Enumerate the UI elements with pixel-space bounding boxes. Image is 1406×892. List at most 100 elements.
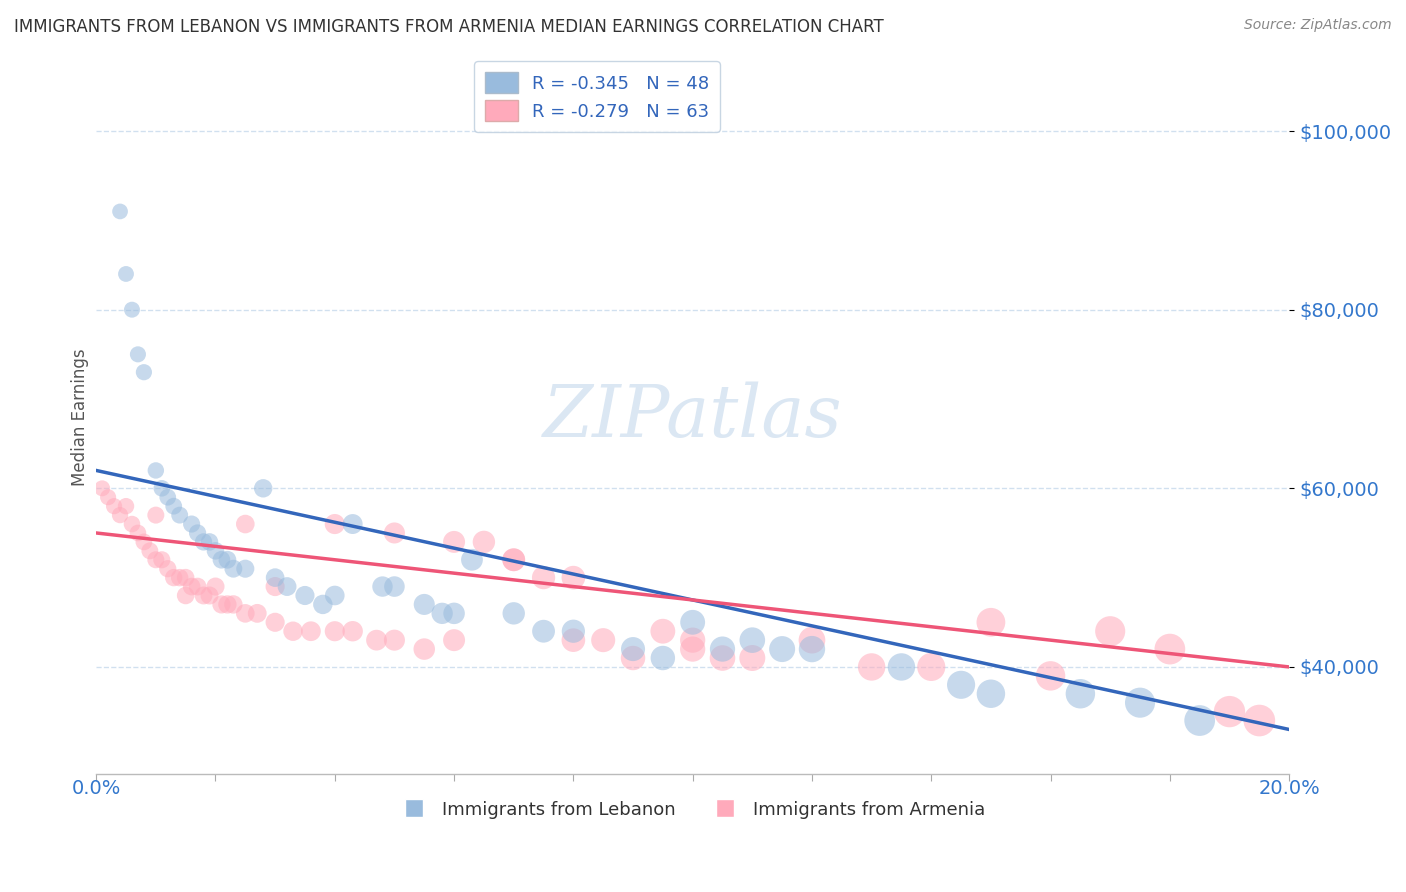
Y-axis label: Median Earnings: Median Earnings <box>72 348 89 485</box>
Point <box>174 571 197 585</box>
Point <box>233 562 256 576</box>
Point <box>413 598 436 612</box>
Point <box>233 516 256 531</box>
Point <box>233 607 256 621</box>
Point <box>1099 624 1122 639</box>
Point <box>193 535 215 549</box>
Point <box>163 571 186 585</box>
Point <box>121 302 143 317</box>
Point <box>533 624 555 639</box>
Point <box>211 598 233 612</box>
Point <box>222 562 245 576</box>
Point <box>562 624 585 639</box>
Point <box>533 571 555 585</box>
Point <box>217 553 239 567</box>
Text: IMMIGRANTS FROM LEBANON VS IMMIGRANTS FROM ARMENIA MEDIAN EARNINGS CORRELATION C: IMMIGRANTS FROM LEBANON VS IMMIGRANTS FR… <box>14 18 884 36</box>
Point <box>711 651 734 665</box>
Point <box>121 516 143 531</box>
Point <box>1188 714 1211 728</box>
Point <box>323 624 346 639</box>
Point <box>741 651 763 665</box>
Point <box>127 526 149 541</box>
Point <box>562 633 585 648</box>
Legend: Immigrants from Lebanon, Immigrants from Armenia: Immigrants from Lebanon, Immigrants from… <box>392 793 993 826</box>
Point <box>169 508 191 522</box>
Point <box>222 598 245 612</box>
Point <box>920 660 942 674</box>
Point <box>472 535 495 549</box>
Point <box>217 598 239 612</box>
Point <box>1218 705 1240 719</box>
Point <box>770 642 793 657</box>
Point <box>682 642 704 657</box>
Point <box>502 553 524 567</box>
Point <box>156 562 179 576</box>
Point <box>294 589 316 603</box>
Text: Source: ZipAtlas.com: Source: ZipAtlas.com <box>1244 18 1392 32</box>
Point <box>371 580 394 594</box>
Point <box>145 508 167 522</box>
Point <box>443 633 465 648</box>
Point <box>276 580 298 594</box>
Point <box>187 580 209 594</box>
Point <box>204 580 226 594</box>
Point <box>950 678 973 692</box>
Point <box>169 571 191 585</box>
Point <box>193 589 215 603</box>
Point <box>312 598 335 612</box>
Point <box>1159 642 1181 657</box>
Point <box>502 553 524 567</box>
Point <box>741 633 763 648</box>
Point <box>621 642 644 657</box>
Point <box>198 589 221 603</box>
Point <box>264 615 287 630</box>
Point <box>384 580 406 594</box>
Point <box>384 633 406 648</box>
Point <box>323 516 346 531</box>
Point <box>1129 696 1152 710</box>
Point <box>163 499 186 513</box>
Point <box>204 544 226 558</box>
Point <box>1249 714 1271 728</box>
Point <box>103 499 125 513</box>
Point <box>187 526 209 541</box>
Point <box>413 642 436 657</box>
Point <box>108 204 131 219</box>
Point <box>502 607 524 621</box>
Point <box>621 651 644 665</box>
Point <box>323 589 346 603</box>
Point <box>156 490 179 504</box>
Text: ZIPatlas: ZIPatlas <box>543 382 842 452</box>
Point <box>430 607 453 621</box>
Point <box>801 633 824 648</box>
Point <box>150 553 173 567</box>
Point <box>145 553 167 567</box>
Point <box>890 660 912 674</box>
Point <box>651 651 673 665</box>
Point <box>132 535 155 549</box>
Point <box>198 535 221 549</box>
Point <box>145 463 167 477</box>
Point <box>342 516 364 531</box>
Point <box>264 580 287 594</box>
Point <box>299 624 322 639</box>
Point <box>264 571 287 585</box>
Point <box>127 347 149 361</box>
Point <box>860 660 883 674</box>
Point <box>384 526 406 541</box>
Point <box>443 535 465 549</box>
Point <box>97 490 120 504</box>
Point <box>801 642 824 657</box>
Point <box>562 571 585 585</box>
Point <box>443 607 465 621</box>
Point <box>980 687 1002 701</box>
Point <box>342 624 364 639</box>
Point <box>651 624 673 639</box>
Point <box>682 633 704 648</box>
Point <box>115 499 138 513</box>
Point <box>150 481 173 495</box>
Point <box>211 553 233 567</box>
Point <box>281 624 304 639</box>
Point <box>461 553 484 567</box>
Point <box>180 580 202 594</box>
